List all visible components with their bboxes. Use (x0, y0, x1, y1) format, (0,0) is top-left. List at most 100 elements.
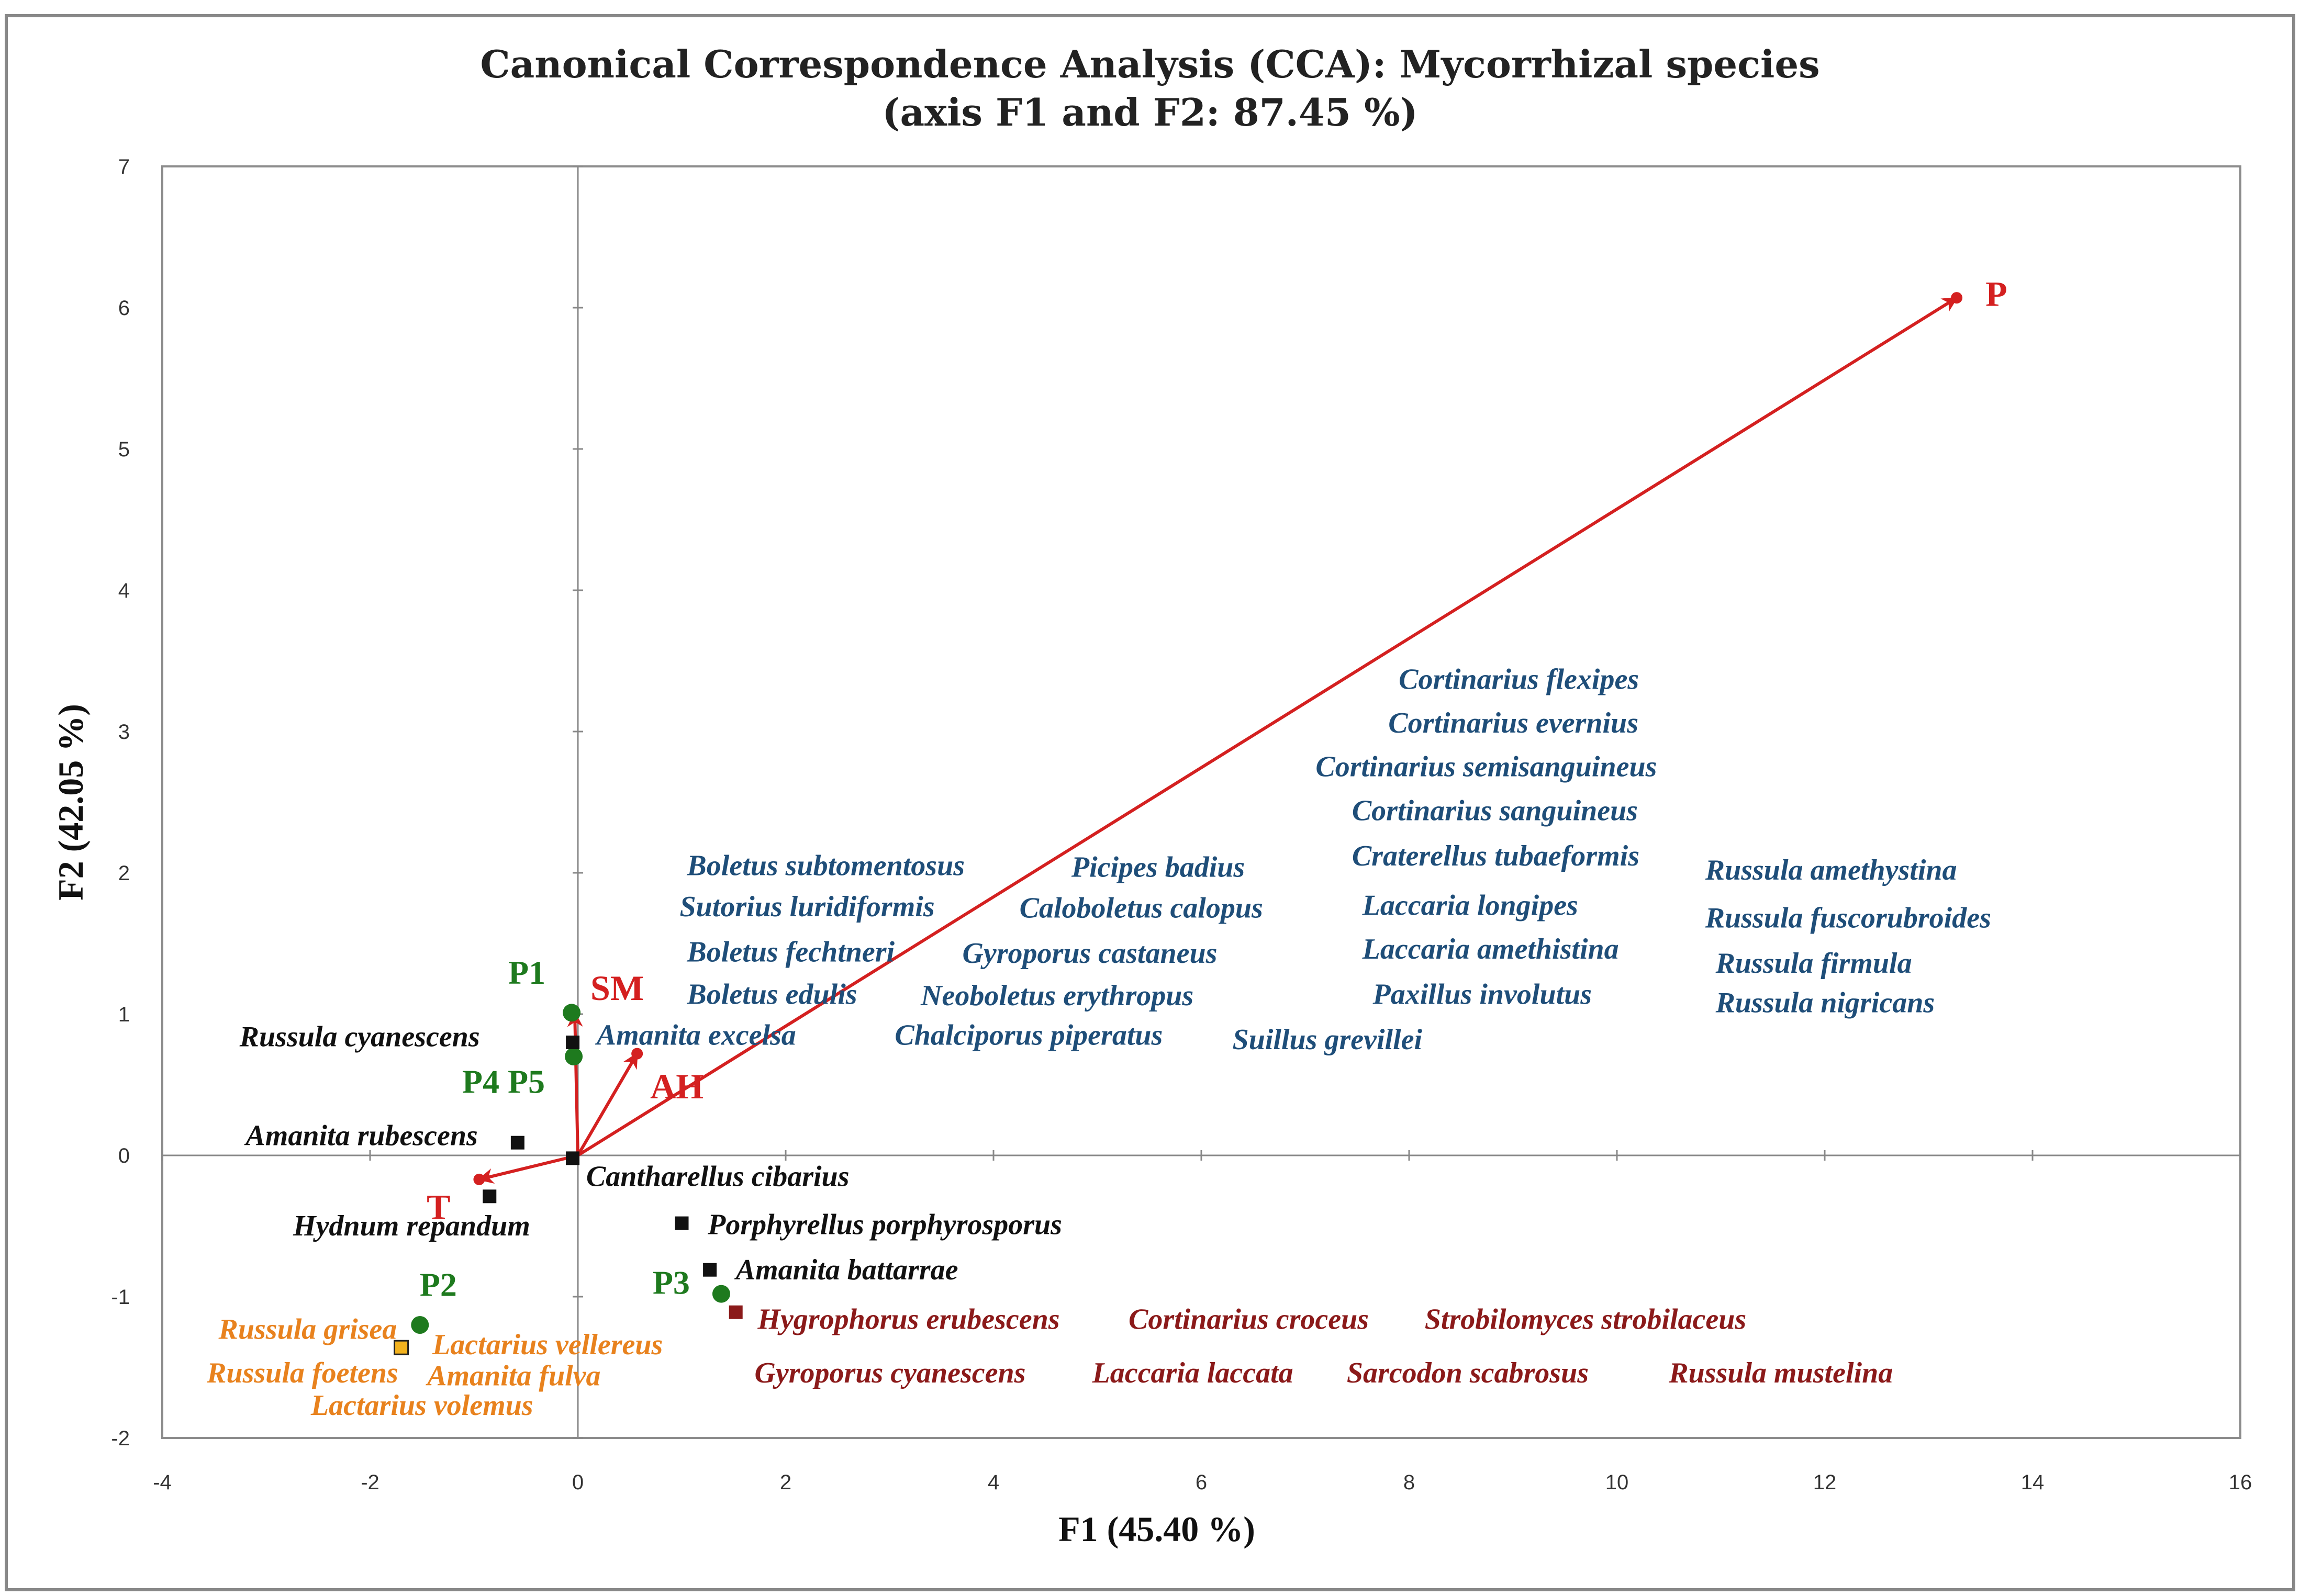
species-point-hydnum-repandum (483, 1189, 497, 1204)
species-label-gyroporus-castaneus: Gyroporus castaneus (962, 937, 1217, 970)
species-label-russula-grisea: Russula grisea (218, 1313, 397, 1345)
species-label-gyroporus-cyanescens: Gyroporus cyanescens (754, 1357, 1025, 1389)
species-label-strobilomyces-strobilaceus: Strobilomyces strobilaceus (1425, 1303, 1746, 1335)
y-tick-label: 4 (118, 579, 130, 602)
chart-title-line2: (axis F1 and F2: 87.45 %) (882, 90, 1417, 134)
species-point-cantharellus-cibarius (566, 1151, 580, 1165)
variable-arrows (477, 296, 1958, 1184)
species-label-russula-nigricans: Russula nigricans (1715, 987, 1935, 1019)
species-label-boletus-subtomentosus: Boletus subtomentosus (686, 850, 965, 882)
species-label-amanita-excelsa: Amanita excelsa (595, 1019, 796, 1052)
outer-frame (5, 14, 2295, 1591)
x-tick-label: -2 (361, 1471, 379, 1494)
species-label-russula-cyanescens: Russula cyanescens (239, 1020, 480, 1053)
species-label-laccaria-laccata: Laccaria laccata (1092, 1357, 1293, 1389)
x-axis-title: F1 (45.40 %) (1058, 1509, 1255, 1549)
x-tick-label: 4 (988, 1471, 999, 1494)
species-label-paxillus-involutus: Paxillus involutus (1372, 978, 1592, 1010)
species-label-hydnum-repandum: Hydnum repandum (293, 1210, 530, 1242)
y-tick-label: 1 (118, 1003, 130, 1026)
species-label-boletus-fechtneri: Boletus fechtneri (686, 936, 895, 968)
species-label-laccaria-amethistina: Laccaria amethistina (1362, 933, 1619, 965)
x-tick-label: 14 (2021, 1471, 2045, 1494)
species-label-russula-mustelina: Russula mustelina (1668, 1357, 1893, 1389)
variable-arrow-ah (576, 1052, 639, 1156)
point-labels: P SM AH T P1 P4 P5 P2 P3 Russula cyanescens Amani… (206, 274, 2007, 1422)
variable-point-t (473, 1173, 485, 1185)
species-label-cortinarius-croceus: Cortinarius croceus (1129, 1303, 1369, 1335)
species-label-russula-fuscorubroides: Russula fuscorubroides (1705, 902, 1991, 935)
species-point-amanita-rubescens (510, 1136, 524, 1150)
x-tick-label: 16 (2229, 1471, 2252, 1494)
y-tick-label: -1 (111, 1286, 130, 1309)
species-label-cortinarius-sanguineus: Cortinarius sanguineus (1352, 794, 1638, 827)
x-tick-label: 6 (1196, 1471, 1207, 1494)
species-label-craterellus-tubaeformis: Craterellus tubaeformis (1352, 840, 1639, 872)
site-point-p4-p5 (565, 1048, 583, 1065)
y-tick-label: 2 (118, 862, 130, 885)
species-label-amanita-rubescens: Amanita rubescens (244, 1119, 477, 1152)
site-point-p3 (712, 1285, 730, 1303)
species-point-russula-cyanescens (566, 1036, 580, 1049)
chart-title-line1: Canonical Correspondence Analysis (CCA):… (480, 42, 1819, 86)
species-point-amanita-battarrae (703, 1263, 717, 1277)
variable-label-ah: AH (650, 1066, 704, 1106)
site-label-p3: P3 (653, 1264, 690, 1301)
species-label-picipes-badius: Picipes badius (1071, 851, 1245, 883)
x-tick-label: 8 (1403, 1471, 1415, 1494)
data-points (394, 292, 1963, 1355)
variable-label-sm: SM (590, 968, 644, 1008)
y-tick-label: 7 (118, 155, 130, 178)
species-label-russula-foetens: Russula foetens (206, 1357, 398, 1389)
site-point-p2 (411, 1316, 429, 1334)
species-label-neoboletus-erythropus: Neoboletus erythropus (920, 980, 1193, 1012)
site-label-p4-p5: P4 P5 (462, 1063, 545, 1100)
variable-arrow-t (477, 1154, 578, 1184)
species-label-chalciporus-piperatus: Chalciporus piperatus (895, 1019, 1163, 1052)
species-label-lactarius-volemus: Lactarius volemus (310, 1389, 533, 1422)
species-label-laccaria-longipes: Laccaria longipes (1362, 889, 1578, 921)
site-point-p1 (563, 1004, 581, 1022)
species-point-porphyrellus-porphyrosporus (675, 1216, 689, 1230)
x-tick-label: 10 (1605, 1471, 1629, 1494)
y-tick-label: 5 (118, 438, 130, 461)
x-tick-label: 0 (572, 1471, 584, 1494)
variable-label-p: P (1985, 274, 2007, 314)
species-label-suillus-grevillei: Suillus grevillei (1233, 1024, 1423, 1056)
site-label-p1: P1 (508, 954, 545, 991)
site-label-p2: P2 (420, 1266, 457, 1303)
species-label-cortinarius-semisanguineus: Cortinarius semisanguineus (1315, 751, 1657, 783)
species-label-porphyrellus-porphyrosporus: Porphyrellus porphyrosporus (707, 1209, 1062, 1241)
y-axis-title: F2 (42.05 %) (51, 704, 91, 901)
y-tick-label: 3 (118, 721, 130, 744)
variable-label-t: T (427, 1187, 450, 1227)
species-point-russula-grisea (394, 1340, 409, 1355)
species-label-sutorius-luridiformis: Sutorius luridiformis (680, 891, 935, 923)
species-label-hygrophorus-erubescens: Hygrophorus erubescens (757, 1303, 1059, 1335)
species-label-boletus-edulis: Boletus edulis (686, 978, 857, 1010)
species-label-russula-amethystina: Russula amethystina (1705, 854, 1957, 886)
variable-point-ah (631, 1048, 643, 1060)
y-tick-label: 6 (118, 297, 130, 320)
y-tick-label: -2 (111, 1427, 130, 1450)
species-label-amanita-fulva: Amanita fulva (426, 1359, 600, 1392)
variable-point-p (1951, 292, 1963, 304)
species-label-amanita-battarrae: Amanita battarrae (734, 1254, 958, 1286)
x-tick-label: 2 (780, 1471, 791, 1494)
y-tick-label: 0 (118, 1144, 130, 1167)
species-label-cantharellus-cibarius: Cantharellus cibarius (586, 1161, 850, 1193)
species-label-russula-firmula: Russula firmula (1715, 947, 1912, 980)
species-point-hygrophorus-erubescens (729, 1305, 743, 1319)
species-label-cortinarius-flexipes: Cortinarius flexipes (1399, 663, 1639, 695)
species-label-sarcodon-scabrosus: Sarcodon scabrosus (1347, 1357, 1589, 1389)
variable-arrow-p (577, 296, 1958, 1157)
species-label-cortinarius-evernius: Cortinarius evernius (1388, 707, 1638, 739)
species-label-lactarius-vellereus: Lactarius vellereus (432, 1329, 663, 1361)
x-tick-label: 12 (1813, 1471, 1837, 1494)
plot-area-frame (161, 165, 2241, 1439)
x-tick-label: -4 (153, 1471, 172, 1494)
species-label-caloboletus-calopus: Caloboletus calopus (1020, 892, 1263, 925)
